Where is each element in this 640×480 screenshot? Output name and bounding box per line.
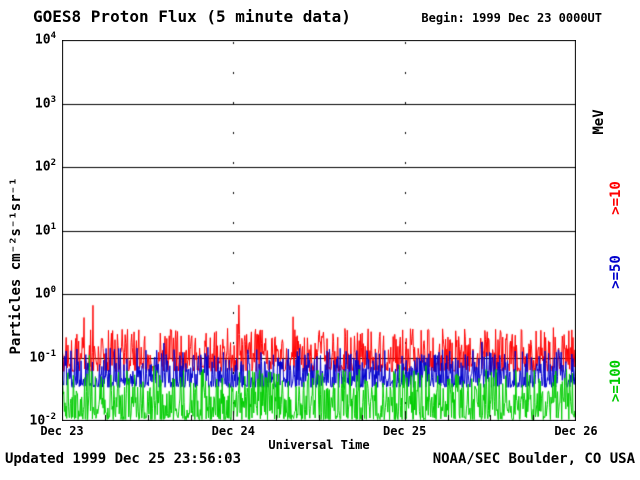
y-tick-label: 101 bbox=[34, 221, 56, 238]
right-axis-unit-label: MeV bbox=[591, 109, 607, 135]
x-tick-label: Dec 23 bbox=[40, 424, 84, 438]
x-axis-title: Universal Time bbox=[268, 438, 370, 452]
x-tick-label: Dec 25 bbox=[382, 424, 427, 438]
series-label: >=100 bbox=[608, 359, 624, 403]
x-tick-label: Dec 26 bbox=[554, 424, 598, 438]
y-tick-label: 102 bbox=[34, 158, 56, 175]
y-tick-label: 10-2 bbox=[29, 412, 57, 429]
y-tick-label: 100 bbox=[34, 285, 56, 302]
updated-timestamp: Updated 1999 Dec 25 23:56:03 bbox=[5, 451, 242, 467]
y-tick-label: 10-1 bbox=[29, 348, 57, 365]
series-label: >=50 bbox=[608, 255, 624, 289]
y-tick-label: 104 bbox=[34, 31, 56, 48]
source-attribution: NOAA/SEC Boulder, CO USA bbox=[432, 451, 635, 467]
plot-canvas bbox=[62, 40, 576, 421]
y-axis-title: Particles cm⁻²s⁻¹sr⁻¹ bbox=[8, 177, 24, 355]
x-tick-label: Dec 24 bbox=[211, 424, 255, 438]
y-tick-label: 103 bbox=[34, 94, 56, 111]
chart-title: GOES8 Proton Flux (5 minute data) bbox=[33, 7, 351, 26]
begin-label: Begin: 1999 Dec 23 0000UT bbox=[421, 11, 602, 25]
series-label: >=10 bbox=[608, 181, 624, 215]
